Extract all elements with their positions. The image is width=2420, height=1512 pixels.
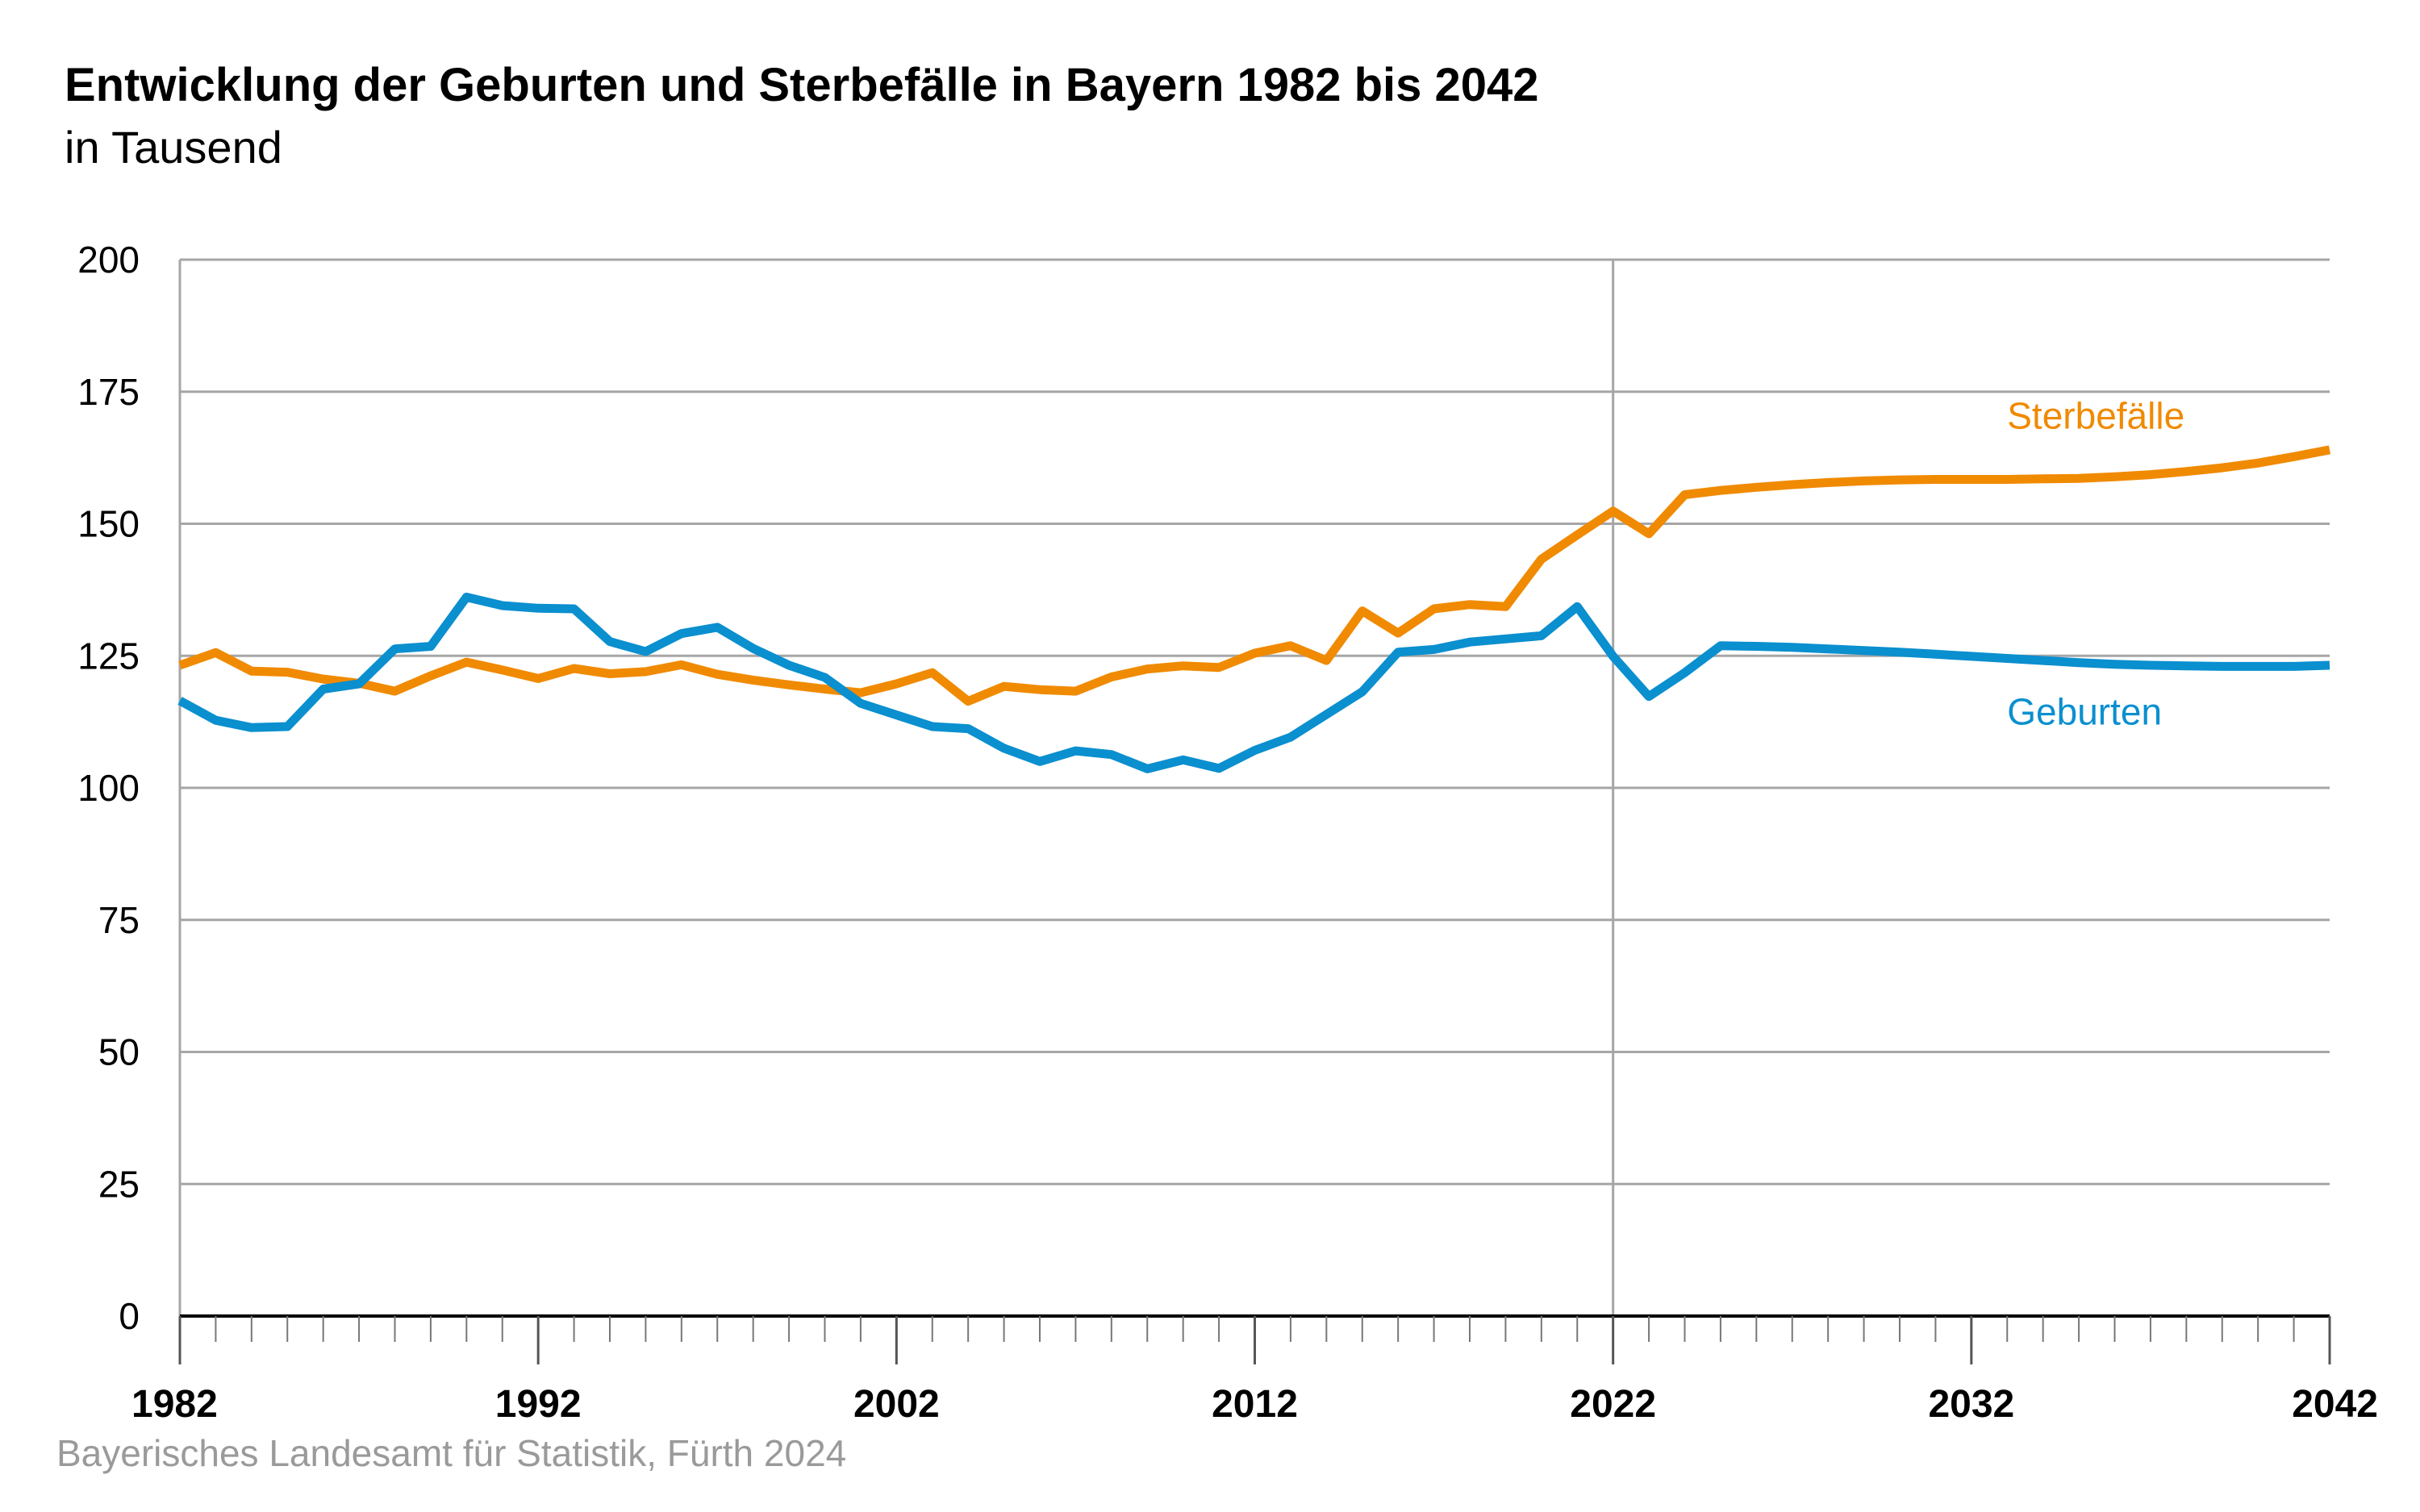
y-tick-label-175: 175 bbox=[77, 371, 140, 413]
x-tick-label-2032: 2032 bbox=[1928, 1383, 2014, 1426]
x-axis: 1982 1992 2002 2012 2022 2032 2042 bbox=[131, 1314, 2378, 1426]
x-tick-label-2012: 2012 bbox=[1212, 1383, 1298, 1426]
y-tick-label-50: 50 bbox=[98, 1031, 140, 1073]
x-tick-label-1982: 1982 bbox=[131, 1383, 218, 1426]
series-labels: Sterbefälle Geburten bbox=[2007, 395, 2184, 733]
gridlines bbox=[178, 258, 2330, 1316]
y-tick-label-100: 100 bbox=[77, 767, 140, 809]
x-tick-label-2042: 2042 bbox=[2292, 1383, 2378, 1426]
y-axis-tick-labels: 0 25 50 75 100 125 150 175 200 bbox=[77, 239, 140, 1337]
series-line-sterbefälle bbox=[178, 445, 2331, 706]
y-tick-label-125: 125 bbox=[77, 635, 140, 677]
y-tick-label-25: 25 bbox=[98, 1163, 140, 1205]
chart-title: Entwicklung der Geburten und Sterbefälle… bbox=[65, 59, 1539, 111]
y-tick-label-200: 200 bbox=[77, 239, 140, 281]
x-tick-label-2022: 2022 bbox=[1570, 1383, 1656, 1426]
chart-subtitle: in Tausend bbox=[65, 122, 282, 173]
y-tick-label-150: 150 bbox=[77, 503, 140, 545]
y-tick-label-75: 75 bbox=[98, 899, 140, 941]
series-line-geburten bbox=[177, 593, 2330, 773]
y-tick-label-0: 0 bbox=[119, 1295, 140, 1337]
series-label-sterbefälle: Sterbefälle bbox=[2007, 395, 2184, 437]
series-label-geburten: Geburten bbox=[2007, 690, 2162, 732]
x-tick-label-1992: 1992 bbox=[495, 1383, 582, 1426]
source-note: Bayerisches Landesamt für Statistik, Für… bbox=[56, 1432, 847, 1474]
series-lines bbox=[177, 445, 2331, 773]
x-tick-label-2002: 2002 bbox=[853, 1383, 940, 1426]
